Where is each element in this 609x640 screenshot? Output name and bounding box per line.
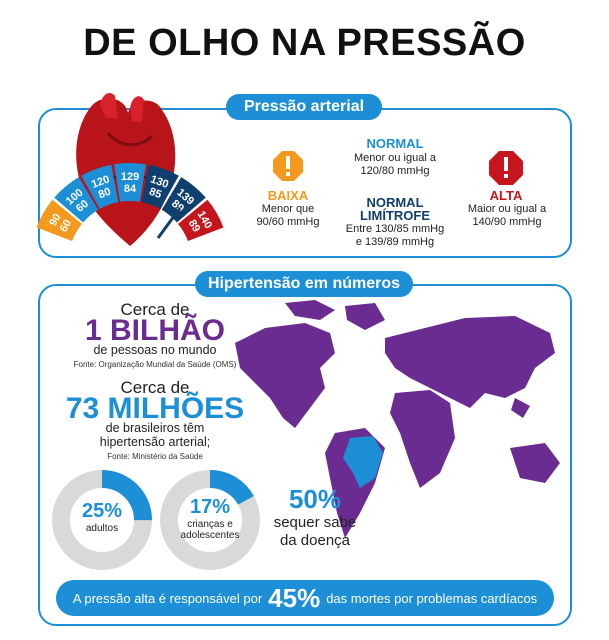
bottom-banner: A pressão alta é responsável por 45% das… [56, 580, 554, 616]
gauge-segment [161, 177, 206, 223]
world-stat-value: 1 BILHÃO [84, 314, 225, 347]
stop-octagon-icon [489, 151, 523, 185]
category-borderline-title1: NORMAL [366, 195, 424, 210]
gauge-segment [54, 177, 99, 223]
category-low-desc1: Menor que [261, 203, 315, 215]
world-map [235, 300, 560, 538]
brazil-highlight [343, 436, 383, 488]
gauge-needle [156, 207, 182, 239]
bottom-banner-before: A pressão alta é responsável por [72, 590, 263, 606]
bottom-banner-after: das mortes por problemas cardíacos [326, 590, 538, 606]
gauge-label: 9060 [47, 212, 74, 235]
world-stat-pre: Cerca de [120, 300, 190, 319]
children-donut [160, 470, 260, 570]
category-borderline-desc2: e 139/89 mmHg [355, 236, 435, 248]
adults-pct: 25% [81, 500, 123, 522]
page-title: DE OLHO NA PRESSÃO [83, 22, 526, 64]
gauge-label: 12080 [90, 173, 115, 202]
gauge-segment [141, 164, 179, 209]
category-borderline-title2: LIMÍTROFE [359, 208, 431, 223]
gauge-segment [114, 163, 146, 202]
unaware-line1: sequer sabe [273, 514, 357, 531]
category-high [486, 150, 526, 186]
numbers-header: Hipertensão em números [195, 271, 413, 297]
brazil-stat-source: Fonte: Ministério da Saúde [107, 452, 203, 461]
brazil-stat-desc2: hipertensão arterial; [99, 435, 211, 449]
adults-donut [52, 470, 152, 570]
category-high-desc2: 140/90 mmHg [472, 216, 542, 228]
children-label2: adolescentes [180, 530, 240, 541]
gauge-segment [36, 199, 82, 241]
children-label1: crianças e [187, 519, 233, 530]
adults-donut-fill [52, 470, 152, 570]
unaware-pct: 50% [288, 484, 342, 514]
brazil-stat-pre: Cerca de [120, 378, 190, 397]
children-donut-fill [160, 470, 260, 570]
category-low-title: BAIXA [267, 188, 309, 203]
gauge-label: 129 84 [121, 171, 139, 195]
gauge-segment [178, 199, 224, 241]
category-high-title: ALTA [489, 188, 523, 203]
bottom-banner-pct: 45% [268, 582, 321, 613]
category-normal-desc1: Menor ou igual a [354, 152, 436, 164]
category-low [258, 150, 318, 182]
unaware-line2: da doença [279, 532, 351, 549]
brazil-stat-value: 73 MILHÕES [65, 392, 245, 425]
category-normal-title: NORMAL [366, 136, 424, 151]
category-borderline-desc1: Entre 130/85 mmHg [345, 223, 445, 235]
world-stat-desc: de pessoas no mundo [93, 343, 217, 357]
category-low-desc2: 90/60 mmHg [256, 216, 320, 228]
category-high-desc1: Maior ou igual a [467, 203, 547, 215]
pressure-header: Pressão arterial [226, 94, 382, 120]
category-normal-desc2: 120/80 mmHg [360, 165, 430, 177]
children-pct: 17% [189, 496, 231, 518]
gauge-label: 14089 [184, 209, 214, 237]
world-stat-source: Fonte: Organização Mundial da Saúde (OMS… [73, 360, 237, 369]
brazil-stat-desc1: de brasileiros têm [105, 421, 205, 435]
gauge-label: 13085 [145, 173, 170, 202]
gauge-segment [81, 164, 119, 209]
adults-label: adultos [85, 523, 119, 534]
warning-octagon-icon [273, 151, 303, 181]
